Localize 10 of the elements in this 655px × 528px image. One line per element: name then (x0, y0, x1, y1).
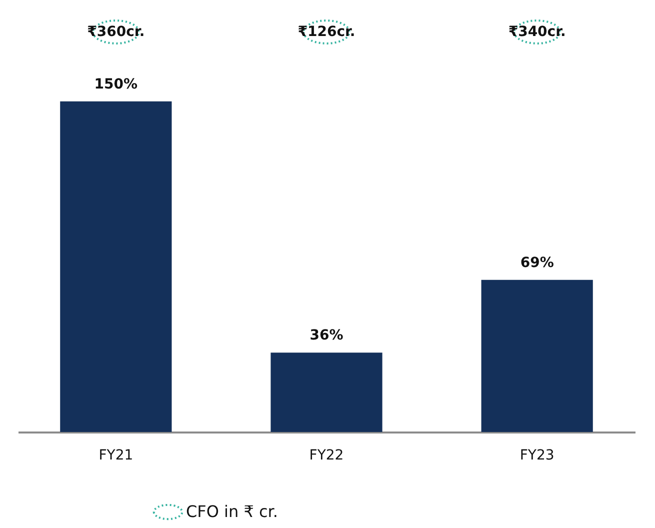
data-label: 36% (310, 328, 344, 344)
data-label: 150% (94, 76, 138, 92)
text: ₹340cr. (508, 24, 566, 40)
x-tick-label: FY22 (309, 448, 344, 464)
text: ₹360cr. (87, 24, 145, 40)
data-label: 69% (520, 254, 554, 271)
text: CFO in ₹ cr. (186, 502, 278, 521)
text: ₹126cr. (298, 24, 356, 40)
x-tick-label: FY21 (98, 448, 134, 464)
x-tick-label: FY23 (520, 448, 554, 464)
